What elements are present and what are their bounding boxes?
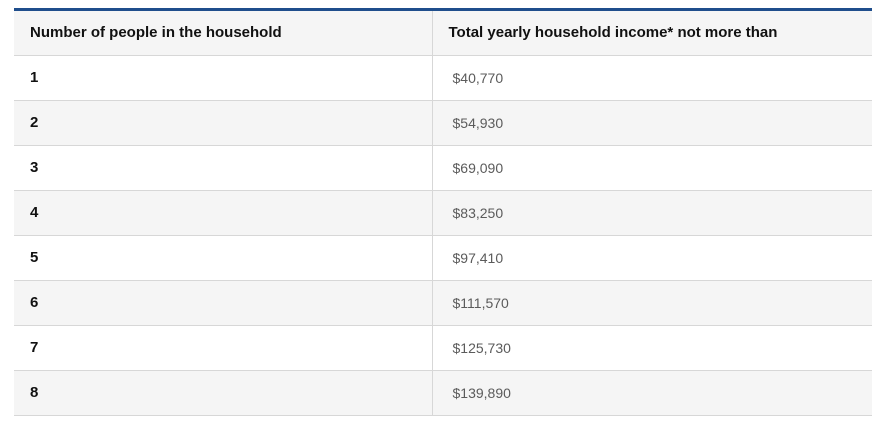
income-limit-cell: $83,250 xyxy=(432,190,872,236)
income-limit-cell: $111,570 xyxy=(432,280,872,326)
income-limit-cell: $139,890 xyxy=(432,370,872,416)
table-row: 2 $54,930 xyxy=(14,100,872,146)
household-size-cell: 8 xyxy=(14,370,433,416)
table-row: 3 $69,090 xyxy=(14,145,872,191)
income-limit-cell: $69,090 xyxy=(432,145,872,191)
household-size-cell: 7 xyxy=(14,325,433,371)
table-row: 5 $97,410 xyxy=(14,235,872,281)
table-header: Number of people in the household Total … xyxy=(14,11,872,56)
column-header-income-limit: Total yearly household income* not more … xyxy=(432,11,872,56)
income-limits-table-container: Number of people in the household Total … xyxy=(14,8,872,416)
table-row: 4 $83,250 xyxy=(14,190,872,236)
household-size-cell: 3 xyxy=(14,145,433,191)
table-row: 8 $139,890 xyxy=(14,370,872,416)
income-limit-cell: $54,930 xyxy=(432,100,872,146)
income-limits-table: Number of people in the household Total … xyxy=(14,11,872,416)
household-size-cell: 1 xyxy=(14,55,433,101)
column-header-household-size: Number of people in the household xyxy=(14,11,433,56)
household-size-cell: 5 xyxy=(14,235,433,281)
household-size-cell: 6 xyxy=(14,280,433,326)
table-header-row: Number of people in the household Total … xyxy=(14,11,872,56)
income-limit-cell: $40,770 xyxy=(432,55,872,101)
household-size-cell: 4 xyxy=(14,190,433,236)
table-row: 6 $111,570 xyxy=(14,280,872,326)
table-row: 7 $125,730 xyxy=(14,325,872,371)
table-top-rule xyxy=(14,8,872,11)
income-limit-cell: $125,730 xyxy=(432,325,872,371)
table-body: 1 $40,770 2 $54,930 3 $69,090 4 $83,250 … xyxy=(14,55,872,416)
household-size-cell: 2 xyxy=(14,100,433,146)
income-limit-cell: $97,410 xyxy=(432,235,872,281)
table-row: 1 $40,770 xyxy=(14,55,872,101)
